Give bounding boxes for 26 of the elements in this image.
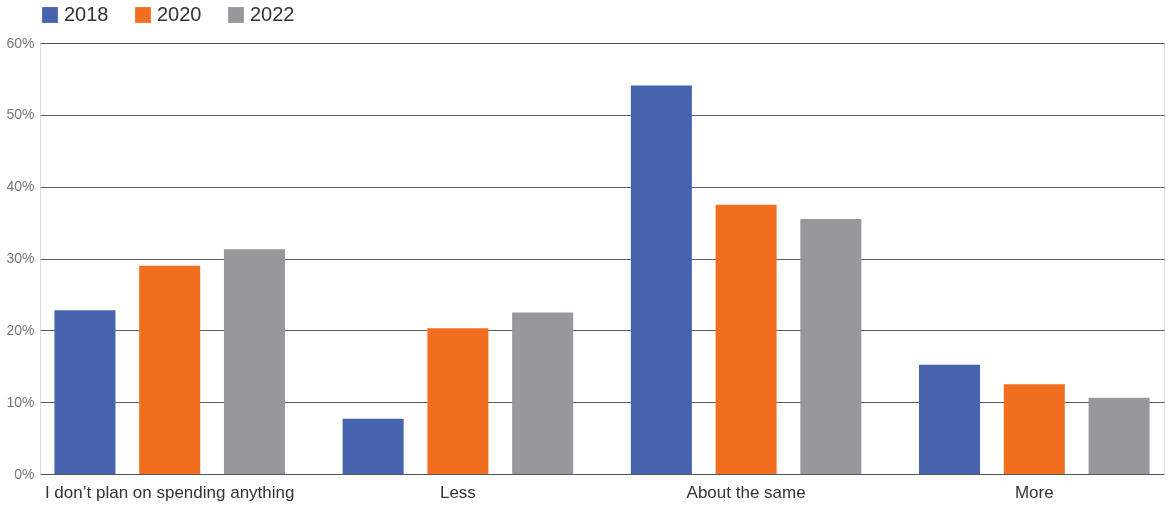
- y-tick-label: 60%: [6, 34, 35, 51]
- bar: [342, 418, 404, 474]
- x-tick-label: More: [1014, 482, 1054, 502]
- bar: [223, 249, 285, 474]
- x-tick-label: I don’t plan on spending anything: [44, 482, 295, 502]
- legend-label: 2018: [64, 3, 109, 25]
- x-tick-label: Less: [439, 482, 476, 502]
- y-tick-label: 10%: [6, 393, 35, 410]
- bar: [1088, 397, 1150, 474]
- y-tick-label: 20%: [6, 321, 35, 338]
- legend-label: 2020: [157, 3, 202, 25]
- bar: [1003, 384, 1065, 474]
- bar: [54, 310, 116, 474]
- bar: [630, 85, 692, 474]
- y-tick-label: 0%: [14, 465, 35, 482]
- y-tick-label: 40%: [6, 178, 35, 195]
- y-tick-label: 50%: [6, 106, 35, 123]
- legend-label: 2022: [250, 3, 295, 25]
- y-tick-label: 30%: [6, 250, 35, 266]
- bar: [512, 312, 574, 474]
- bar: [715, 204, 777, 474]
- bar: [919, 364, 981, 474]
- bar: [800, 218, 862, 474]
- bar: [139, 265, 201, 474]
- x-tick-label: About the same: [686, 482, 806, 502]
- bar: [427, 328, 489, 474]
